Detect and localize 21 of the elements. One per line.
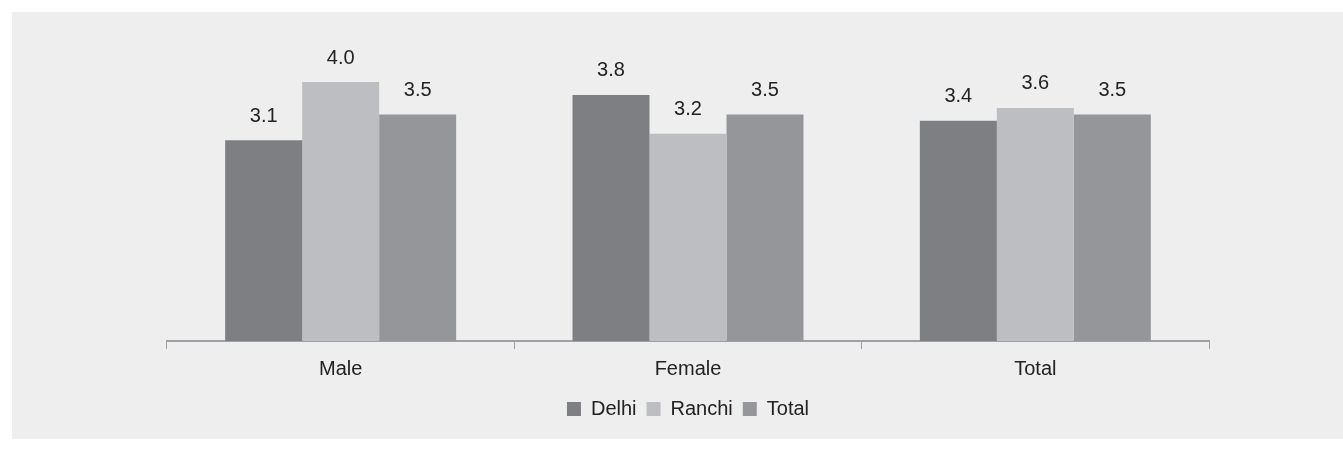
data-label: 3.6 xyxy=(1021,71,1050,94)
data-label: 3.5 xyxy=(751,77,779,100)
data-label: 3.4 xyxy=(944,84,973,107)
legend-label: Delhi xyxy=(590,396,637,419)
data-label: 3.1 xyxy=(249,103,278,126)
data-label: 3.5 xyxy=(1098,77,1127,100)
data-label: 3.2 xyxy=(674,97,702,120)
bar xyxy=(649,133,727,341)
data-label: 4.0 xyxy=(326,45,355,68)
data-label: 3.5 xyxy=(403,77,432,100)
bar xyxy=(919,120,997,341)
bar xyxy=(572,94,650,341)
legend-label: Total xyxy=(766,396,810,419)
bar xyxy=(302,82,380,341)
x-tick-label: Female xyxy=(654,356,722,379)
bar xyxy=(225,140,303,341)
data-label: 3.8 xyxy=(597,58,625,81)
x-tick-label: Total xyxy=(1014,356,1057,379)
legend-label: Ranchi xyxy=(670,396,733,419)
x-tick-label: Male xyxy=(318,356,363,379)
bar xyxy=(996,107,1074,341)
